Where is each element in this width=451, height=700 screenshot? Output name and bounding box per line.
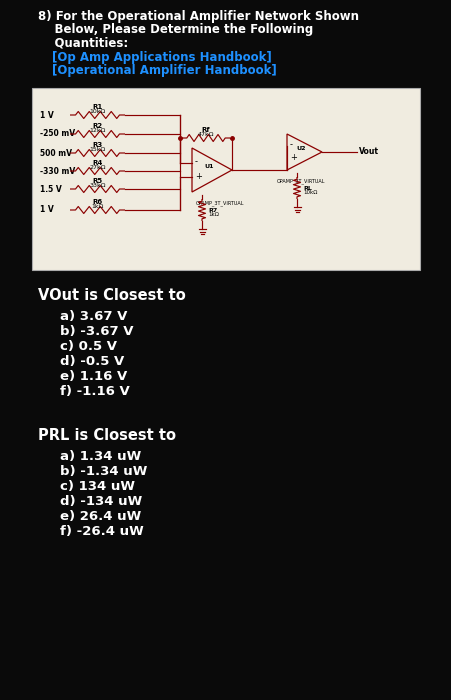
- Text: e) 26.4 uW: e) 26.4 uW: [60, 510, 141, 523]
- Text: a) 1.34 uW: a) 1.34 uW: [60, 450, 141, 463]
- Text: [Op Amp Applications Handbook]: [Op Amp Applications Handbook]: [52, 51, 272, 64]
- Text: 500 mV: 500 mV: [40, 148, 72, 158]
- Text: R1: R1: [92, 104, 103, 110]
- Text: 47kΩ: 47kΩ: [198, 132, 214, 137]
- Text: a) 3.67 V: a) 3.67 V: [60, 310, 127, 323]
- Text: VOut is Closest to: VOut is Closest to: [38, 288, 186, 303]
- Text: 10kΩ: 10kΩ: [89, 109, 106, 114]
- Text: 27kΩ: 27kΩ: [89, 165, 106, 170]
- Text: R3: R3: [92, 142, 103, 148]
- Text: d) -134 uW: d) -134 uW: [60, 495, 142, 508]
- Text: Quantities:: Quantities:: [38, 36, 128, 49]
- Text: -: -: [290, 141, 293, 150]
- Text: PRL is Closest to: PRL is Closest to: [38, 428, 176, 443]
- Text: b) -3.67 V: b) -3.67 V: [60, 325, 133, 338]
- Text: 10kΩ: 10kΩ: [303, 190, 318, 195]
- Text: c) 134 uW: c) 134 uW: [60, 480, 135, 493]
- Text: 1.5 V: 1.5 V: [40, 185, 62, 193]
- Text: U2: U2: [296, 146, 306, 151]
- Text: d) -0.5 V: d) -0.5 V: [60, 355, 124, 368]
- Text: 15kΩ: 15kΩ: [89, 147, 106, 152]
- Text: 1kΩ: 1kΩ: [91, 204, 104, 209]
- Text: -250 mV: -250 mV: [40, 130, 75, 139]
- Text: f) -26.4 uW: f) -26.4 uW: [60, 525, 144, 538]
- Text: 1kΩ: 1kΩ: [208, 213, 219, 218]
- Text: 1 V: 1 V: [40, 111, 54, 120]
- Text: R4: R4: [92, 160, 103, 166]
- FancyBboxPatch shape: [32, 88, 420, 270]
- Text: R7: R7: [208, 207, 217, 213]
- Text: -: -: [195, 158, 198, 166]
- Text: 1 V: 1 V: [40, 206, 54, 214]
- Text: +: +: [195, 172, 202, 181]
- Text: R6: R6: [92, 199, 102, 205]
- Text: R2: R2: [92, 123, 102, 129]
- Text: 12kΩ: 12kΩ: [89, 128, 106, 133]
- Text: 8) For the Operational Amplifier Network Shown: 8) For the Operational Amplifier Network…: [38, 10, 359, 23]
- Text: Vout: Vout: [359, 148, 379, 157]
- Text: U1: U1: [204, 164, 214, 169]
- Text: +: +: [290, 153, 297, 162]
- Text: e) 1.16 V: e) 1.16 V: [60, 370, 127, 383]
- Text: [Operational Amplifier Handbook]: [Operational Amplifier Handbook]: [52, 64, 277, 77]
- Text: c) 0.5 V: c) 0.5 V: [60, 340, 117, 353]
- Text: OPAMP_3T_VIRTUAL: OPAMP_3T_VIRTUAL: [277, 178, 325, 183]
- Text: R5: R5: [92, 178, 102, 184]
- Text: -330 mV: -330 mV: [40, 167, 75, 176]
- Text: f) -1.16 V: f) -1.16 V: [60, 385, 130, 398]
- Text: OPAMP_3T_VIRTUAL: OPAMP_3T_VIRTUAL: [196, 200, 244, 206]
- Text: Below, Please Determine the Following: Below, Please Determine the Following: [38, 23, 313, 36]
- Text: 33kΩ: 33kΩ: [89, 183, 106, 188]
- Text: RL: RL: [303, 186, 312, 190]
- Text: Rf: Rf: [202, 127, 210, 133]
- Text: b) -1.34 uW: b) -1.34 uW: [60, 465, 147, 478]
